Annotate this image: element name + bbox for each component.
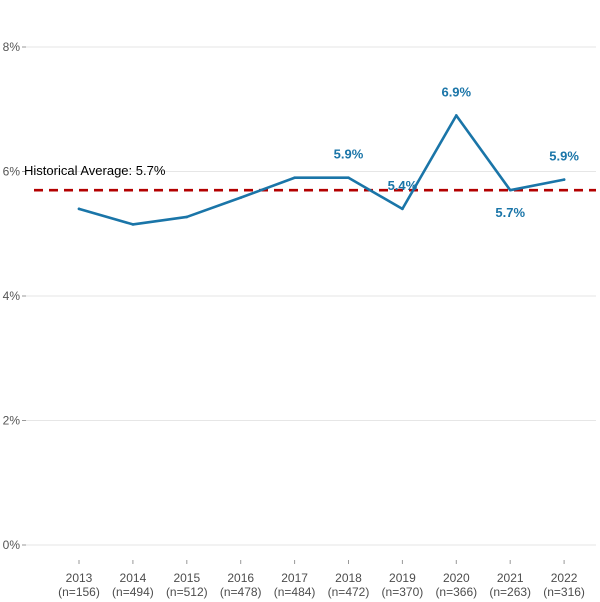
data-point-1 [131,223,135,226]
x-tick-year-5: 2018 [335,571,362,585]
data-point-4 [293,176,296,180]
x-tick-count-4: (n=484) [274,585,316,599]
data-label-0: 5.9% [334,147,364,162]
x-tick-count-8: (n=263) [489,585,531,599]
y-tick-label-3: 6% [3,165,21,179]
x-tick-year-9: 2022 [551,571,578,585]
historical-average-label: Historical Average: 5.7% [24,163,166,178]
data-label-4: 5.9% [549,149,579,164]
x-tick-count-3: (n=478) [220,585,262,599]
x-tick-count-5: (n=472) [328,585,370,599]
data-point-9 [562,178,566,181]
x-tick-year-8: 2021 [497,571,524,585]
x-tick-count-9: (n=316) [543,585,585,599]
data-labels: 5.9% 5.4% 6.9% 5.7% 5.9% [334,84,580,220]
x-tick-year-6: 2019 [389,571,416,585]
x-tick-count-0: (n=156) [58,585,100,599]
data-point-7 [455,114,458,117]
data-label-2: 6.9% [441,84,471,99]
x-tick-year-3: 2016 [227,571,254,585]
data-point-0 [77,207,81,211]
reference-line-group: Historical Average: 5.7% [24,163,596,192]
data-point-2 [185,215,189,219]
x-tick-year-0: 2013 [66,571,93,585]
y-axis: 0% 2% 4% 6% 8% [3,40,26,552]
x-tick-count-2: (n=512) [166,585,208,599]
x-axis: 2013(n=156)2014(n=494)2015(n=512)2016(n=… [58,560,585,599]
data-label-3: 5.7% [495,205,525,220]
x-tick-year-1: 2014 [120,571,147,585]
series-line-0 [77,114,566,226]
x-tick-year-7: 2020 [443,571,470,585]
x-tick-count-6: (n=370) [382,585,424,599]
y-tick-label-1: 2% [3,414,21,428]
x-tick-count-7: (n=366) [435,585,477,599]
data-point-5 [347,176,350,180]
data-point-6 [401,207,404,211]
gridlines [26,46,596,546]
y-tick-label-2: 4% [3,289,21,303]
series-group [77,114,566,226]
data-label-1: 5.4% [388,178,418,193]
x-tick-year-2: 2015 [173,571,200,585]
x-tick-year-4: 2017 [281,571,308,585]
data-point-8 [508,188,512,192]
data-point-3 [239,196,242,199]
x-tick-count-1: (n=494) [112,585,154,599]
y-tick-label-0: 0% [3,538,21,552]
y-tick-label-4: 8% [3,40,21,54]
